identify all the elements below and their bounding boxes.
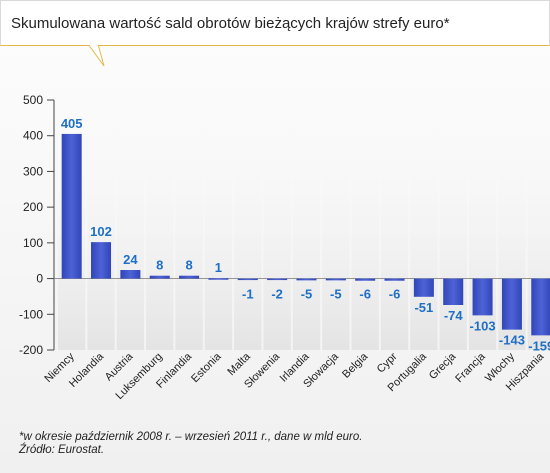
y-tick-label: 100 (23, 236, 43, 250)
bar (120, 270, 141, 279)
bar (149, 275, 170, 279)
data-label: 24 (123, 252, 138, 267)
bar (472, 278, 493, 316)
bar (296, 278, 317, 281)
data-label: -74 (444, 308, 464, 323)
background-column (87, 100, 115, 350)
bar (179, 275, 200, 279)
bar (443, 278, 464, 305)
data-label: 8 (156, 258, 163, 273)
background-column (292, 100, 321, 350)
bar (531, 278, 550, 336)
bar (91, 242, 112, 279)
footnote-source: Źródło: Eurostat. (19, 444, 105, 456)
bar-chart: 500 400 300 200 100 0 -100 -200 405 102 24 8 8 1 -1 -2… (19, 93, 550, 402)
y-tick-label: -100 (19, 307, 43, 321)
bar (267, 278, 288, 281)
bar (501, 278, 522, 330)
data-label: -5 (330, 287, 342, 302)
footnote: *w okresie październik 2008 r. – wrzesie… (19, 431, 362, 457)
background-column (146, 100, 174, 350)
bar (413, 278, 434, 297)
bar (355, 278, 376, 281)
background-column (351, 100, 379, 350)
background-column (410, 100, 438, 350)
y-tick-label: -200 (19, 343, 43, 357)
data-label: -1 (242, 287, 254, 302)
background-column (263, 100, 291, 350)
chart-title: Skumulowana wartość sald obrotów bieżący… (11, 15, 450, 32)
title-box: Skumulowana wartość sald obrotów bieżący… (0, 0, 550, 46)
background-column (116, 100, 145, 350)
x-tick-label: Francja (453, 350, 488, 385)
background-column (175, 100, 203, 350)
background-column (380, 100, 409, 350)
bar (325, 278, 346, 281)
data-label: 8 (185, 258, 192, 273)
y-tick-label: 400 (23, 129, 43, 143)
data-label: -6 (359, 287, 371, 302)
y-tick-label: 0 (36, 272, 43, 286)
footnote-note: *w okresie październik 2008 r. – wrzesie… (19, 431, 363, 443)
data-label: -51 (414, 300, 433, 315)
data-label: 1 (215, 260, 222, 275)
title-callout-tail (86, 44, 105, 67)
data-label: -143 (499, 333, 525, 348)
background-column (234, 100, 262, 350)
y-tick-label: 300 (23, 164, 43, 178)
background-column (204, 100, 233, 350)
data-label: -6 (389, 287, 401, 302)
background-column (322, 100, 350, 350)
bar (61, 133, 82, 279)
x-tick-label: Belgia (340, 350, 371, 381)
data-label: -103 (470, 318, 496, 333)
bar (384, 278, 405, 281)
data-label: -2 (271, 287, 283, 302)
y-tick-label: 200 (23, 200, 43, 214)
data-label: 405 (61, 116, 83, 131)
bar (208, 278, 229, 280)
background-column (439, 100, 467, 350)
x-tick-label: Estonia (189, 350, 224, 385)
y-tick-label: 500 (23, 93, 43, 107)
x-tick-label: Cypr (375, 350, 400, 375)
bar (237, 278, 258, 281)
data-label: -159 (528, 338, 550, 353)
data-label: -5 (301, 287, 313, 302)
data-label: 102 (90, 224, 112, 239)
